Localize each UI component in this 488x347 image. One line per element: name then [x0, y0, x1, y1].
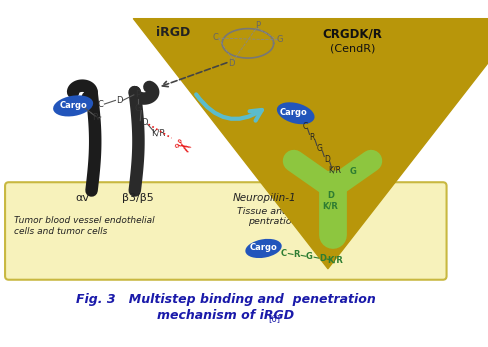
Text: G: G [349, 167, 356, 176]
Text: R: R [92, 113, 98, 122]
Text: D: D [327, 191, 334, 200]
Text: D: D [116, 96, 122, 105]
Text: C: C [281, 248, 287, 257]
Text: G: G [306, 252, 313, 261]
Text: C: C [213, 33, 219, 42]
FancyBboxPatch shape [5, 182, 447, 280]
Text: CRGDK/R: CRGDK/R [323, 28, 383, 41]
Text: β3/β5: β3/β5 [122, 193, 153, 203]
Text: Cargo: Cargo [280, 108, 308, 117]
Text: P: P [135, 90, 140, 99]
Text: Cargo: Cargo [250, 243, 277, 252]
Text: ✂: ✂ [169, 134, 194, 160]
Text: D: D [324, 155, 330, 164]
Text: D: D [319, 254, 326, 263]
Text: R: R [309, 133, 315, 142]
Text: αv: αv [75, 193, 89, 203]
Text: G: G [317, 144, 323, 153]
Text: Neuropilin-1: Neuropilin-1 [233, 193, 297, 203]
Text: Fig. 3   Multistep binding and  penetration: Fig. 3 Multistep binding and penetration [76, 293, 376, 306]
Text: K/R: K/R [323, 202, 339, 211]
Text: R: R [293, 251, 300, 260]
Ellipse shape [245, 239, 282, 258]
Text: G: G [134, 104, 141, 113]
Text: C: C [302, 122, 307, 130]
Text: D: D [141, 118, 147, 127]
Text: K/R: K/R [328, 166, 341, 175]
Text: P: P [255, 20, 260, 29]
Text: G: G [277, 35, 284, 44]
Text: (CendR): (CendR) [330, 44, 375, 54]
Text: Tumor blood vessel endothelial
cells and tumor cells: Tumor blood vessel endothelial cells and… [14, 216, 155, 236]
Ellipse shape [277, 102, 315, 124]
Ellipse shape [53, 95, 93, 117]
Text: Cargo: Cargo [59, 101, 87, 110]
Text: D: D [228, 59, 235, 68]
Text: C: C [98, 100, 103, 109]
Text: Tissue and cell
pentration: Tissue and cell pentration [238, 207, 308, 227]
Text: [6]: [6] [268, 314, 280, 323]
Text: K/R: K/R [151, 129, 165, 138]
Text: K/R: K/R [327, 256, 343, 265]
Text: mechanism of iRGD: mechanism of iRGD [157, 309, 294, 322]
Text: iRGD: iRGD [156, 26, 190, 39]
